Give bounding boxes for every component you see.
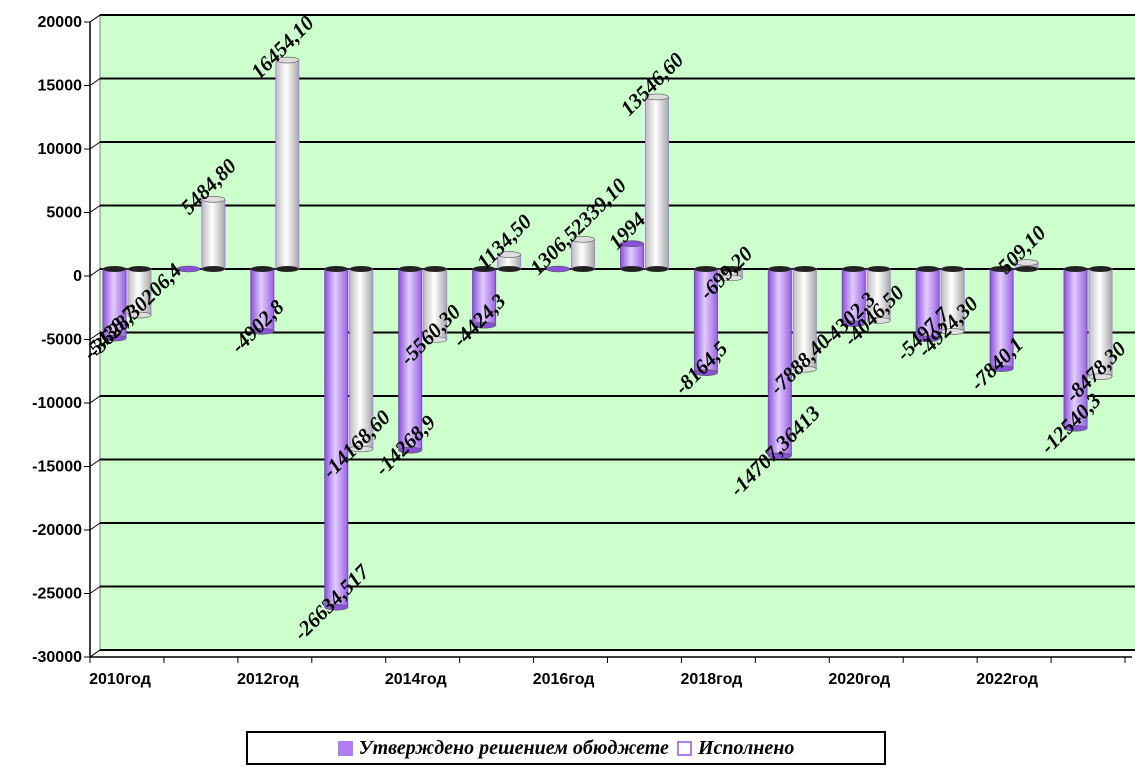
- bar-cap: [768, 266, 791, 272]
- bar-body: [202, 199, 225, 269]
- bar-cap: [399, 266, 422, 272]
- legend-swatch-approved: [338, 741, 353, 756]
- bar-executed: [276, 57, 299, 272]
- bar-cap: [620, 266, 643, 272]
- y-tick-label: 0: [73, 268, 82, 285]
- bar-cap: [1089, 266, 1112, 272]
- bar-cap: [424, 266, 447, 272]
- bar-body: [276, 60, 299, 269]
- bar-executed: [645, 94, 668, 272]
- bar-cap: [572, 266, 595, 272]
- bar-cap: [325, 266, 348, 272]
- y-tick-label: -10000: [32, 395, 82, 412]
- bar-cap: [202, 266, 225, 272]
- bar-cap: [251, 266, 274, 272]
- x-tick-label: 2010год: [89, 671, 151, 688]
- x-tick-label: 2022год: [976, 671, 1038, 688]
- bar-cap: [842, 266, 865, 272]
- bar-cap: [916, 266, 939, 272]
- bar-cap: [276, 266, 299, 272]
- bar-cap: [941, 266, 964, 272]
- y-tick-label: 10000: [38, 141, 83, 158]
- bar-cap: [103, 266, 126, 272]
- bar-cap: [498, 266, 521, 272]
- bar-cap: [645, 266, 668, 272]
- y-tick-label: -25000: [32, 586, 82, 603]
- y-tick-label: -15000: [32, 459, 82, 476]
- legend-label-approved: Утверждено решением обюджете: [359, 737, 669, 760]
- x-tick-label: 2012год: [237, 671, 299, 688]
- y-tick-label: -20000: [32, 522, 82, 539]
- y-tick-label: -30000: [32, 649, 82, 666]
- y-tick-label: 15000: [38, 78, 83, 95]
- legend-item-approved: Утверждено решением обюджете: [338, 737, 669, 760]
- x-tick-label: 2020год: [828, 671, 890, 688]
- legend-item-executed: Исполнено: [677, 737, 794, 760]
- x-tick-label: 2018год: [681, 671, 743, 688]
- y-tick-label: -5000: [41, 332, 82, 349]
- x-tick-label: 2014год: [385, 671, 447, 688]
- bar-cap: [350, 266, 373, 272]
- legend: Утверждено решением обюджете Исполнено: [246, 731, 886, 765]
- legend-swatch-executed: [677, 741, 692, 756]
- bar-cap: [867, 266, 890, 272]
- y-tick-label: 5000: [46, 205, 82, 222]
- legend-label-executed: Исполнено: [698, 737, 794, 760]
- y-tick-label: 20000: [38, 14, 83, 31]
- bar-cap: [1064, 266, 1087, 272]
- bar-cap: [128, 266, 151, 272]
- bar-executed: [202, 196, 225, 272]
- bar-body: [645, 97, 668, 269]
- bar-cap: [793, 266, 816, 272]
- x-tick-label: 2016год: [533, 671, 595, 688]
